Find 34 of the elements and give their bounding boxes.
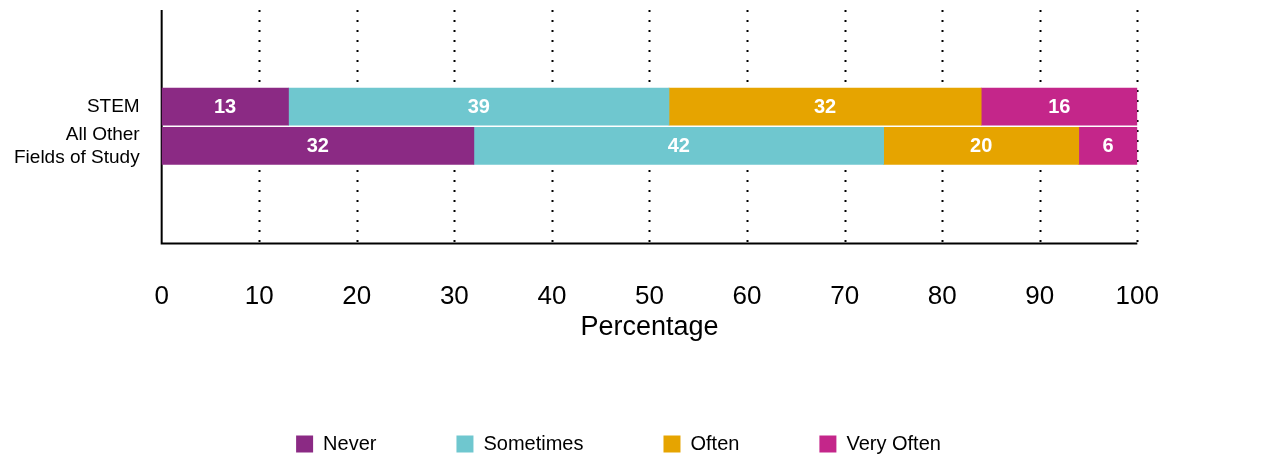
x-tick-label: 40 bbox=[537, 280, 567, 311]
x-tick-label: 10 bbox=[244, 280, 274, 311]
data-label: 39 bbox=[467, 95, 490, 118]
legend-label: Very Often bbox=[846, 431, 941, 454]
data-label: 16 bbox=[1048, 95, 1071, 118]
bar bbox=[668, 87, 982, 126]
x-axis-title: Percentage bbox=[580, 311, 719, 342]
x-tick-label: 0 bbox=[154, 280, 169, 311]
x-tick-label: 70 bbox=[830, 280, 860, 311]
data-label: 32 bbox=[813, 95, 837, 118]
bar bbox=[473, 127, 884, 165]
y-tick-label: All Other Fields of Study bbox=[14, 122, 141, 167]
bar bbox=[161, 127, 475, 165]
data-label: 6 bbox=[1102, 134, 1114, 157]
data-label: 20 bbox=[970, 134, 993, 157]
bar bbox=[883, 127, 1080, 165]
x-tick-label: 90 bbox=[1025, 280, 1055, 311]
x-tick-label: 30 bbox=[439, 280, 469, 311]
legend-label: Often bbox=[690, 431, 740, 454]
x-tick-label: 50 bbox=[635, 280, 664, 311]
legend-label: Never bbox=[323, 431, 377, 454]
x-tick-label: 80 bbox=[927, 280, 957, 311]
data-label: 42 bbox=[667, 134, 690, 157]
x-tick-label: 20 bbox=[342, 280, 372, 311]
bar bbox=[161, 87, 289, 126]
bar bbox=[288, 87, 670, 126]
y-tick-label: STEM bbox=[86, 94, 140, 116]
bar bbox=[980, 87, 1138, 126]
data-label: 32 bbox=[306, 134, 329, 157]
bar bbox=[1078, 127, 1138, 165]
legend-label: Sometimes bbox=[483, 431, 584, 454]
data-label: 13 bbox=[213, 95, 237, 118]
x-tick-label: 60 bbox=[732, 280, 762, 311]
x-tick-label: 100 bbox=[1115, 280, 1160, 311]
